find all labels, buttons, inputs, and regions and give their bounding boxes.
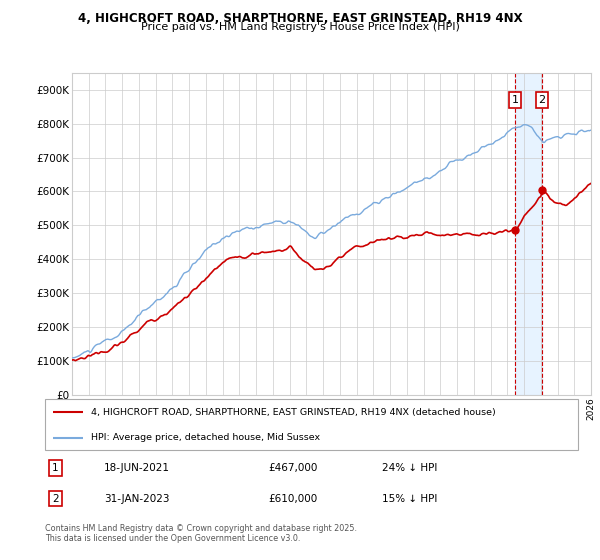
Bar [515, 73, 542, 395]
Text: 4, HIGHCROFT ROAD, SHARPTHORNE, EAST GRINSTEAD, RH19 4NX (detached house): 4, HIGHCROFT ROAD, SHARPTHORNE, EAST GRI… [91, 408, 496, 417]
Text: 15% ↓ HPI: 15% ↓ HPI [382, 493, 437, 503]
Text: £610,000: £610,000 [269, 493, 318, 503]
Text: Contains HM Land Registry data © Crown copyright and database right 2025.
This d: Contains HM Land Registry data © Crown c… [45, 524, 356, 543]
Text: 18-JUN-2021: 18-JUN-2021 [104, 463, 170, 473]
Text: 2: 2 [539, 95, 545, 105]
Text: 1: 1 [52, 463, 59, 473]
Text: 2: 2 [52, 493, 59, 503]
Text: 1: 1 [511, 95, 518, 105]
FancyBboxPatch shape [45, 399, 578, 450]
Text: Price paid vs. HM Land Registry's House Price Index (HPI): Price paid vs. HM Land Registry's House … [140, 22, 460, 32]
Text: 24% ↓ HPI: 24% ↓ HPI [382, 463, 437, 473]
Text: HPI: Average price, detached house, Mid Sussex: HPI: Average price, detached house, Mid … [91, 433, 320, 442]
Text: 31-JAN-2023: 31-JAN-2023 [104, 493, 170, 503]
Text: 4, HIGHCROFT ROAD, SHARPTHORNE, EAST GRINSTEAD, RH19 4NX: 4, HIGHCROFT ROAD, SHARPTHORNE, EAST GRI… [77, 12, 523, 25]
Text: £467,000: £467,000 [269, 463, 318, 473]
